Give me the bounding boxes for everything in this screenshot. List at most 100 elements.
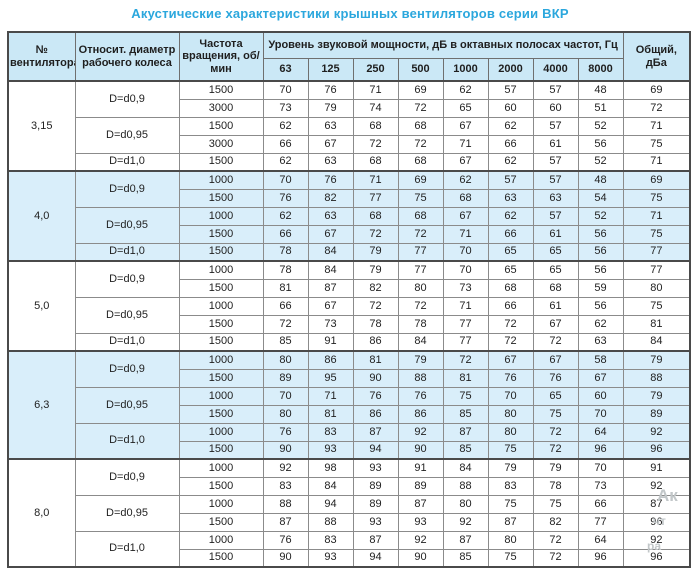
sound-level-cell: 78 [397,314,444,334]
sound-level-cell: 72 [352,296,399,316]
sound-level-cell: 69 [397,170,444,190]
sound-level-cell: 62 [487,206,534,226]
total-level-cell: 77 [622,242,691,262]
sound-level-cell: 68 [352,152,399,172]
sound-level-cell: 62 [487,152,534,172]
sound-level-cell: 68 [352,116,399,136]
diameter-cell: D=d0,9 [74,458,180,496]
sound-level-cell: 86 [352,404,399,424]
sound-level-cell: 75 [487,548,534,568]
sound-level-cell: 82 [352,278,399,298]
sound-level-cell: 76 [352,386,399,406]
sound-level-cell: 70 [487,386,534,406]
sound-level-cell: 90 [352,368,399,388]
sound-level-cell: 73 [307,314,354,334]
sound-level-cell: 56 [577,134,624,154]
sound-level-cell: 60 [577,386,624,406]
rpm-cell: 1500 [178,440,264,460]
sound-level-cell: 48 [577,170,624,190]
sound-level-cell: 92 [397,530,444,550]
total-level-cell: 91 [622,458,691,478]
sound-level-cell: 77 [352,188,399,208]
sound-level-cell: 92 [442,512,489,532]
rpm-cell: 1500 [178,404,264,424]
diameter-cell: D=d0,9 [74,170,180,208]
sound-level-cell: 59 [577,278,624,298]
sound-level-cell: 93 [307,548,354,568]
sound-level-cell: 79 [352,242,399,262]
sound-level-cell: 71 [442,296,489,316]
fan-number-cell: 6,3 [7,350,76,460]
sound-level-cell: 85 [442,440,489,460]
sound-level-cell: 72 [352,134,399,154]
sound-level-cell: 84 [307,242,354,262]
sound-level-cell: 76 [397,386,444,406]
sound-level-cell: 72 [532,440,579,460]
sound-level-cell: 64 [577,422,624,442]
sound-level-cell: 66 [262,296,309,316]
sound-level-cell: 72 [532,422,579,442]
diameter-cell: D=d1,0 [74,242,180,262]
table-body: 3,15 D=d0,9 1500 70 76 71 69 62 57 57 48 69 3000 73 79… [7,80,691,568]
sound-level-cell: 84 [442,458,489,478]
sound-level-cell: 85 [442,548,489,568]
sound-level-cell: 56 [577,296,624,316]
table-row: 6,3 D=d0,9 1000 80 86 81 79 72 67 67 58 79 [7,350,691,460]
sound-level-cell: 71 [352,170,399,190]
sound-level-cell: 86 [352,332,399,352]
sound-level-cell: 66 [487,224,534,244]
sound-level-cell: 67 [307,296,354,316]
sound-level-cell: 98 [307,458,354,478]
sound-level-cell: 65 [487,242,534,262]
total-level-cell: 71 [622,152,691,172]
total-level-cell: 87 [622,494,691,514]
table-row: D=d0,95 1000 66 67 72 72 71 66 61 56 75 [8,296,691,334]
col-header-freq: 2000 [487,57,534,82]
diameter-cell: D=d0,9 [74,350,180,388]
sound-level-cell: 77 [397,260,444,280]
sound-level-cell: 67 [307,134,354,154]
rpm-cell: 1000 [178,350,264,370]
sound-level-cell: 67 [577,368,624,388]
total-level-cell: 69 [622,170,691,190]
total-level-cell: 96 [622,512,691,532]
col-header-fan-no: № вентилятора [7,31,76,82]
sound-level-cell: 90 [262,440,309,460]
sound-level-cell: 63 [577,332,624,352]
rpm-cell: 1500 [178,116,264,136]
sound-level-cell: 87 [352,530,399,550]
sound-level-cell: 51 [577,98,624,118]
sound-level-cell: 56 [577,260,624,280]
table-row: D=d1,0 1500 85 91 86 84 77 72 72 63 84 [8,332,691,352]
rpm-cell: 1500 [178,152,264,172]
table-row: D=d0,95 1000 88 94 89 87 80 75 75 66 87 [8,494,691,532]
sound-level-cell: 96 [577,440,624,460]
sound-level-cell: 67 [487,350,534,370]
sound-level-cell: 63 [307,116,354,136]
col-header-freq: 500 [397,57,444,82]
sound-level-cell: 70 [262,80,309,100]
sound-level-cell: 93 [307,440,354,460]
sound-level-cell: 52 [577,206,624,226]
total-level-cell: 69 [622,80,691,100]
rpm-cell: 1000 [178,260,264,280]
col-header-total: Общий, дБа [622,31,691,82]
rpm-cell: 1500 [178,224,264,244]
sound-level-cell: 67 [442,206,489,226]
sound-level-cell: 65 [442,98,489,118]
rpm-cell: 1500 [178,188,264,208]
sound-level-cell: 77 [442,332,489,352]
sound-level-cell: 95 [307,368,354,388]
col-header-freq: 1000 [442,57,489,82]
sound-level-cell: 68 [397,152,444,172]
total-level-cell: 75 [622,134,691,154]
rpm-cell: 1000 [178,386,264,406]
sound-level-cell: 80 [487,530,534,550]
total-level-cell: 79 [622,386,691,406]
table-row: 1500 90 93 94 90 85 75 72 96 96 [8,548,691,568]
sound-level-cell: 75 [442,386,489,406]
sound-level-cell: 84 [307,260,354,280]
sound-level-cell: 63 [487,188,534,208]
fan-number-cell: 3,15 [7,80,76,172]
